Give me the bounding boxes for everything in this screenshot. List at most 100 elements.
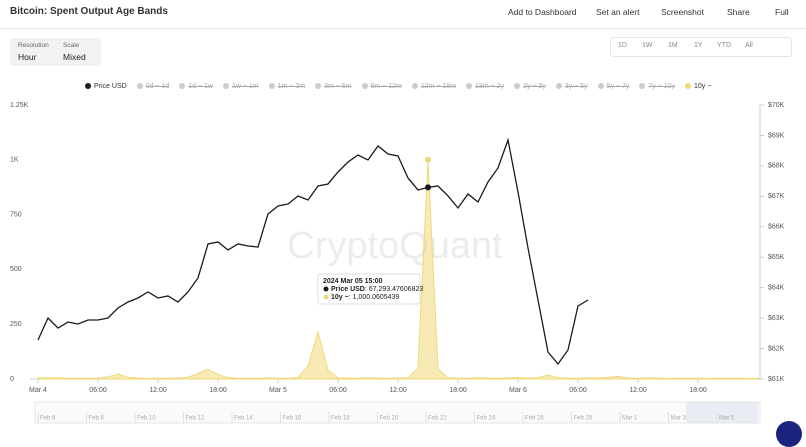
y2-tick-label: $64K [768, 285, 785, 292]
navigator-label: Mar 5 [719, 416, 735, 422]
legend-label: 0d ~ 1d [145, 83, 170, 90]
x-tick-label: 12:00 [149, 387, 167, 394]
chat-button[interactable] [776, 421, 802, 447]
legend-swatch [597, 83, 604, 90]
range-btn[interactable]: YTD [717, 42, 731, 49]
tooltip-sep: : [365, 286, 369, 293]
y-tick-label: 250 [10, 321, 22, 328]
highlight-point [425, 184, 431, 191]
navigator-label: Feb 28 [574, 416, 593, 422]
navigator-label: Feb 14 [234, 416, 253, 422]
y2-tick-label: $69K [768, 132, 785, 139]
x-tick-label: 18:00 [449, 387, 467, 394]
navigator-label: Mar 3 [671, 416, 687, 422]
add-dashboard[interactable]: Add to Dashboard [508, 7, 577, 17]
legend-swatch [179, 83, 186, 90]
range-group [610, 37, 792, 57]
y-tick-label: 500 [10, 266, 22, 273]
share[interactable]: Share [727, 7, 750, 17]
legend-label: 12m ~ 18m [420, 83, 457, 90]
navigator-label: Feb 24 [477, 416, 496, 422]
legend-label: 1d ~ 1w [188, 83, 213, 90]
legend-swatch [268, 83, 275, 90]
range-btn[interactable]: All [745, 42, 753, 49]
x-tick-label: 18:00 [689, 387, 707, 394]
legend-label: 1w ~ 1m [231, 83, 259, 90]
y2-tick-label: $68K [768, 163, 785, 170]
legend: Price USD 0d ~ 1d 1d ~ 1w 1w ~ 1m 1m ~ 3m 3m … [85, 83, 711, 90]
resolution[interactable]: Hour [18, 52, 37, 62]
legend-entry[interactable]: 7y ~ 10y [639, 83, 675, 90]
scale[interactable]: Mixed [63, 52, 86, 62]
navigator-window [686, 402, 758, 423]
tooltip-band: 10y ~: 1,000.0605439 [331, 294, 399, 301]
x-tick-label: 12:00 [629, 387, 647, 394]
line [37, 137, 589, 366]
x-tick-label: Mar 5 [269, 387, 287, 394]
legend-swatch [685, 83, 692, 90]
legend-label: 3y ~ 5y [564, 83, 588, 90]
watermark: CryptoQuant [287, 225, 503, 267]
divider [0, 28, 806, 29]
legend-label: 5y ~ 7y [606, 83, 630, 90]
screenshot[interactable]: Screenshot [661, 7, 704, 17]
navigator-label: Mar 1 [622, 416, 638, 422]
navigator-label: Feb 22 [428, 416, 447, 422]
x-tick-label: 18:00 [209, 387, 227, 394]
range-btn[interactable]: 1W [642, 42, 653, 49]
legend-entry[interactable]: Price USD [85, 83, 127, 90]
range-btn[interactable]: 1M [668, 42, 678, 49]
legend-swatch [361, 83, 368, 90]
legend-swatch [514, 83, 521, 90]
range-btn[interactable]: 1D [618, 42, 627, 49]
legend-swatch [315, 83, 322, 90]
range-btn[interactable]: 1Y [694, 42, 703, 49]
y2-tick-label: $65K [768, 254, 785, 261]
y2-tick-label: $62K [768, 345, 785, 352]
legend-entry[interactable]: 10y ~ [685, 83, 711, 90]
y2-tick-label: $63K [768, 315, 785, 322]
full[interactable]: Full [775, 7, 789, 17]
y-tick-label: 1K [10, 157, 19, 164]
set-alert[interactable]: Set an alert [596, 7, 640, 17]
legend-entry[interactable]: 1d ~ 1w [179, 83, 213, 90]
tooltip-sep: : [349, 294, 353, 301]
x-tick-label: Mar 6 [509, 387, 527, 394]
legend-entry[interactable]: 12m ~ 18m [411, 83, 457, 90]
x-tick-label: Mar 4 [29, 387, 47, 394]
y2-tick-label: $67K [768, 193, 785, 200]
navigator-label: Feb 12 [186, 416, 205, 422]
legend-label: Price USD [94, 83, 127, 90]
legend-entry[interactable]: 2y ~ 3y [514, 83, 546, 90]
scale-label: Scale [63, 42, 80, 49]
legend-entry[interactable]: 18m ~ 2y [466, 83, 504, 90]
legend-swatch [136, 83, 143, 90]
y-tick-label: 1.25K [10, 102, 29, 109]
controls [10, 38, 101, 66]
legend-swatch [85, 83, 91, 90]
tooltip-value: 1,000.0605439 [353, 294, 400, 301]
tooltip-time: 2024 Mar 05 15:00 [323, 278, 383, 285]
legend-entry[interactable]: 3y ~ 5y [555, 83, 588, 90]
navigator-label: Feb 26 [525, 416, 544, 422]
legend-entry[interactable]: 5y ~ 7y [597, 83, 630, 90]
navigator-label: Feb 16 [283, 416, 302, 422]
legend-entry[interactable]: 1w ~ 1m [222, 83, 259, 90]
legend-entry[interactable]: 6m ~ 12m [361, 83, 402, 90]
x-tick-label: 12:00 [389, 387, 407, 394]
legend-label: 10y ~ [694, 83, 712, 90]
y2-tick-label: $70K [768, 102, 785, 109]
legend-label: 7y ~ 10y [648, 83, 676, 90]
area [37, 159, 759, 380]
legend-entry[interactable]: 0d ~ 1d [136, 83, 170, 90]
navigator-label: Feb 20 [380, 416, 399, 422]
legend-label: 3m ~ 6m [324, 83, 352, 90]
legend-swatch [466, 83, 473, 90]
y2-tick-label: $66K [768, 224, 785, 231]
legend-entry[interactable]: 3m ~ 6m [315, 83, 352, 90]
legend-entry[interactable]: 1m ~ 3m [268, 83, 305, 90]
tooltip-key: 10y ~ [331, 294, 349, 301]
legend-swatch [639, 83, 646, 90]
legend-label: 2y ~ 3y [523, 83, 546, 90]
